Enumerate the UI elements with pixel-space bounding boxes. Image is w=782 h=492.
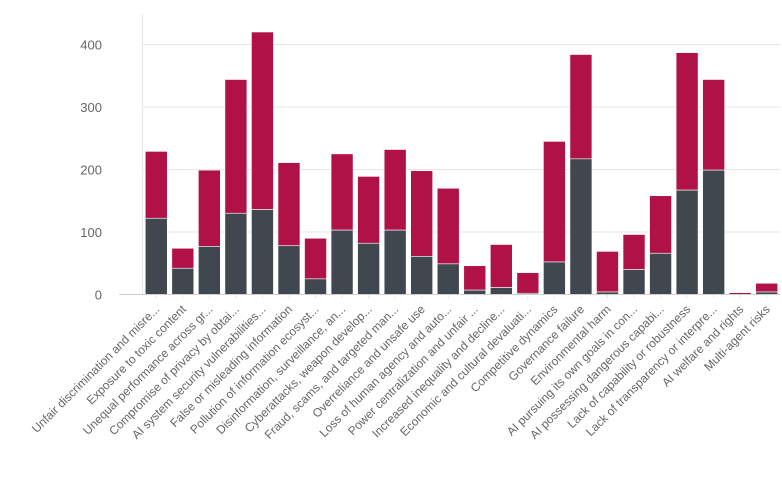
bar-bottom-segment[interactable] (675, 189, 699, 295)
bar-bottom-segment[interactable] (702, 169, 725, 295)
y-tick-label: 400 (80, 38, 102, 53)
bar-top-segment[interactable] (198, 169, 221, 247)
bar-bottom-segment[interactable] (490, 287, 513, 295)
bar-bottom-segment[interactable] (251, 209, 274, 295)
bar-top-segment[interactable] (463, 265, 487, 291)
bar-top-segment[interactable] (144, 151, 168, 219)
bar-bottom-segment[interactable] (277, 245, 301, 295)
bar-bottom-segment[interactable] (330, 229, 354, 295)
bar-top-segment[interactable] (383, 149, 407, 231)
gridlines (142, 14, 780, 295)
bar-top-segment[interactable] (330, 153, 354, 231)
bar-top-segment[interactable] (357, 176, 380, 244)
bar-top-segment[interactable] (277, 162, 301, 247)
bar-bottom-segment[interactable] (569, 158, 593, 295)
bar-bottom-segment[interactable] (198, 246, 221, 295)
bar-top-segment[interactable] (251, 31, 274, 210)
bar-bottom-segment[interactable] (410, 256, 433, 295)
bar-bottom-segment[interactable] (304, 278, 327, 295)
y-axis-ticks: 0 100 200 300 400 (80, 38, 102, 303)
bar-top-segment[interactable] (224, 79, 248, 214)
bar-bottom-segment[interactable] (649, 252, 672, 295)
bar-bottom-segment[interactable] (357, 242, 380, 295)
bar-top-segment[interactable] (171, 247, 195, 269)
bar-bottom-segment[interactable] (224, 212, 248, 295)
bar-bottom-segment[interactable] (622, 269, 646, 295)
bar-bottom-segment[interactable] (463, 289, 487, 295)
bar-top-segment[interactable] (304, 237, 327, 280)
bar-top-segment[interactable] (596, 251, 619, 293)
bar-top-segment[interactable] (436, 187, 460, 265)
bar-top-segment[interactable] (516, 272, 540, 294)
x-axis-labels: Unfair discrimination and misre...Exposu… (29, 302, 773, 442)
y-tick-label: 100 (80, 225, 102, 240)
x-axis (119, 294, 780, 299)
bar-top-segment[interactable] (702, 79, 725, 171)
bar-top-segment[interactable] (543, 141, 566, 263)
y-tick-label: 0 (95, 288, 102, 303)
bar-top-segment[interactable] (755, 282, 779, 293)
y-tick-label: 200 (80, 163, 102, 178)
bar-bottom-segment[interactable] (383, 229, 407, 295)
y-tick-label: 300 (80, 100, 102, 115)
bar-top-segment[interactable] (622, 234, 646, 270)
bars (144, 31, 779, 295)
bar-top-segment[interactable] (569, 54, 593, 160)
bar-bottom-segment[interactable] (144, 217, 168, 295)
bar-bottom-segment[interactable] (436, 263, 460, 295)
bar-top-segment[interactable] (649, 195, 672, 254)
bar-bottom-segment[interactable] (543, 261, 566, 295)
bar-bottom-segment[interactable] (171, 267, 195, 295)
bar-top-segment[interactable] (410, 170, 433, 257)
bar-top-segment[interactable] (490, 244, 513, 288)
bar-top-segment[interactable] (675, 52, 699, 191)
